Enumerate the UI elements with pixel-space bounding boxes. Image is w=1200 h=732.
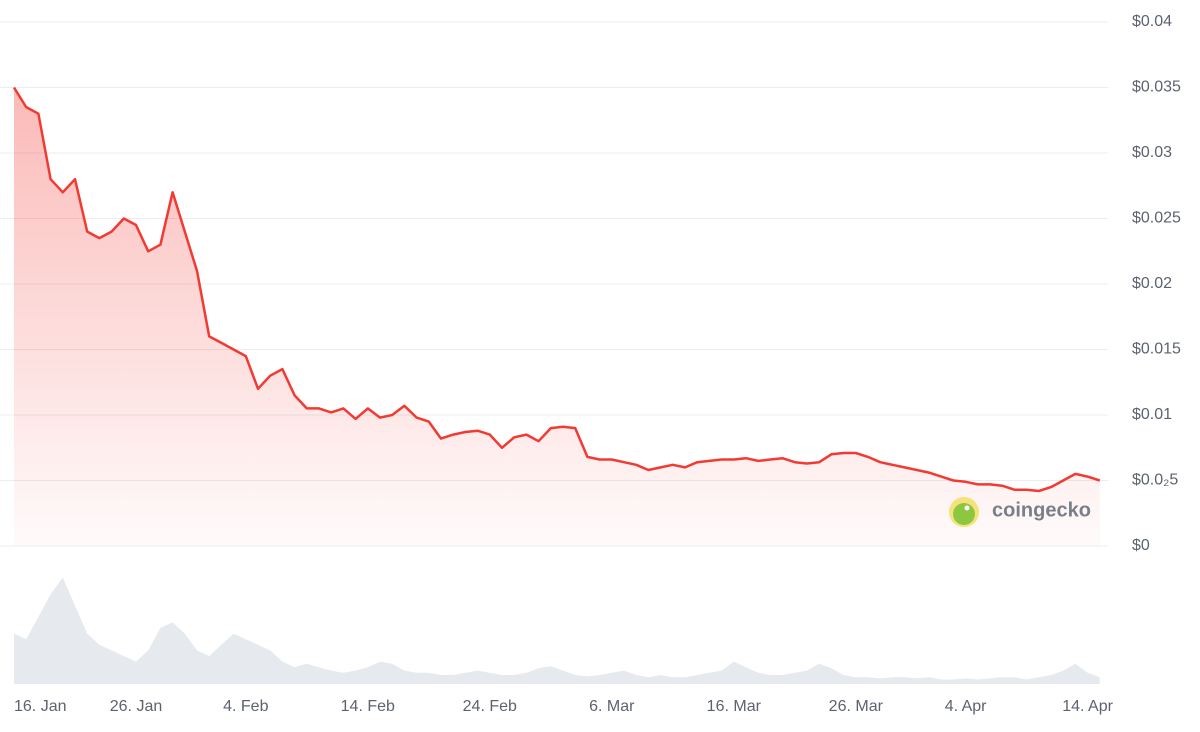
x-tick-label: 14. Apr [1062, 698, 1113, 715]
y-tick-label: $0.02 [1132, 275, 1172, 292]
watermark-icon-inner [953, 503, 975, 525]
y-tick-label: $0.035 [1132, 79, 1181, 96]
volume-area [14, 577, 1100, 684]
price-line [12, 86, 1101, 493]
x-tick-label: 6. Mar [589, 698, 635, 715]
y-tick-label: $0.0₂5 [1132, 472, 1178, 489]
watermark: coingecko [992, 499, 1091, 521]
labels: $0 $0.0₂5 $0.01 $0.015 $0.02 $0.025 $0.03 $0.03… [14, 13, 1181, 715]
price-area [14, 87, 1100, 546]
watermark-group: coingecko [949, 497, 1091, 527]
y-tick-label: $0.015 [1132, 341, 1181, 358]
price [12, 86, 1101, 546]
y-tick-label: $0.01 [1132, 406, 1172, 423]
watermark-eye [964, 505, 970, 511]
x-tick-label: 26. Jan [110, 698, 162, 715]
x-tick-label: 4. Feb [223, 698, 268, 715]
y-tick-label: $0.03 [1132, 144, 1172, 161]
x-tick-label: 16. Mar [707, 698, 762, 715]
x-tick-label: 16. Jan [14, 698, 66, 715]
x-tick-label: 4. Apr [945, 698, 987, 715]
y-tick-label: $0 [1132, 537, 1150, 554]
y-tick-label: $0.04 [1132, 13, 1172, 30]
x-tick-label: 26. Mar [829, 698, 884, 715]
x-tick-label: 14. Feb [341, 698, 395, 715]
y-tick-label: $0.025 [1132, 210, 1181, 227]
volume [14, 577, 1100, 684]
x-tick-label: 24. Feb [463, 698, 517, 715]
